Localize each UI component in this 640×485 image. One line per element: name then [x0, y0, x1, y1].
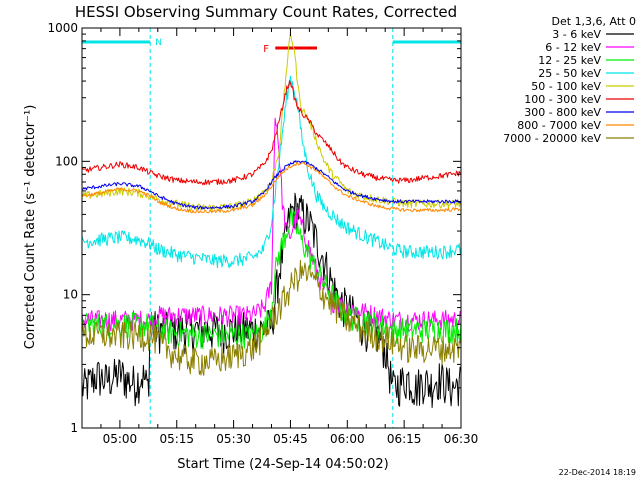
legend-label: 300 - 800 keV — [524, 106, 601, 119]
x-tick-label: 06:30 — [444, 432, 479, 446]
x-tick-label: 06:00 — [330, 432, 365, 446]
legend-label: 3 - 6 keV — [552, 28, 601, 41]
night-label: N — [155, 38, 162, 48]
x-tick-label: 05:00 — [103, 432, 138, 446]
flare-label: F — [263, 44, 269, 55]
series-line-7 — [81, 160, 462, 210]
x-tick-label: 06:15 — [387, 432, 422, 446]
series-line-9 — [81, 259, 462, 376]
annotation-layer: NF — [82, 28, 461, 428]
y-tick-label: 1 — [70, 421, 78, 435]
y-tick-label: 10 — [63, 288, 78, 302]
footer-date: 22-Dec-2014 18:19 — [559, 468, 636, 477]
series-line-8 — [81, 161, 461, 214]
series-layer — [81, 32, 462, 408]
y-tick-label: 100 — [55, 154, 78, 168]
x-tick-label: 05:30 — [216, 432, 251, 446]
legend-label: 25 - 50 keV — [538, 67, 601, 80]
x-tick-label: 05:45 — [273, 432, 308, 446]
legend-header: Det 1,3,6, Att 0 — [552, 15, 636, 28]
legend-label: 800 - 7000 keV — [517, 119, 601, 132]
x-axis-label: Start Time (24-Sep-14 04:50:02) — [177, 457, 388, 472]
legend-label: 100 - 300 keV — [524, 93, 601, 106]
legend-label: 12 - 25 keV — [538, 54, 601, 67]
legend-label: 50 - 100 keV — [531, 80, 601, 93]
series-line-4 — [81, 75, 462, 269]
axes-layer: 05:00 05:15 05:30 05:45 06:00 06:15 06:30 1 10 10… — [47, 21, 478, 446]
x-tick-label: 05:15 — [159, 432, 194, 446]
y-axis-label: Corrected Count Rate (s⁻¹ detector⁻¹) — [23, 105, 38, 350]
chart-title: HESSI Observing Summary Count Rates, Cor… — [75, 3, 457, 21]
y-tick-label: 1000 — [47, 21, 78, 35]
legend-label: 6 - 12 keV — [545, 41, 601, 54]
legend-label: 7000 - 20000 keV — [503, 132, 601, 145]
series-line-6 — [81, 80, 462, 186]
